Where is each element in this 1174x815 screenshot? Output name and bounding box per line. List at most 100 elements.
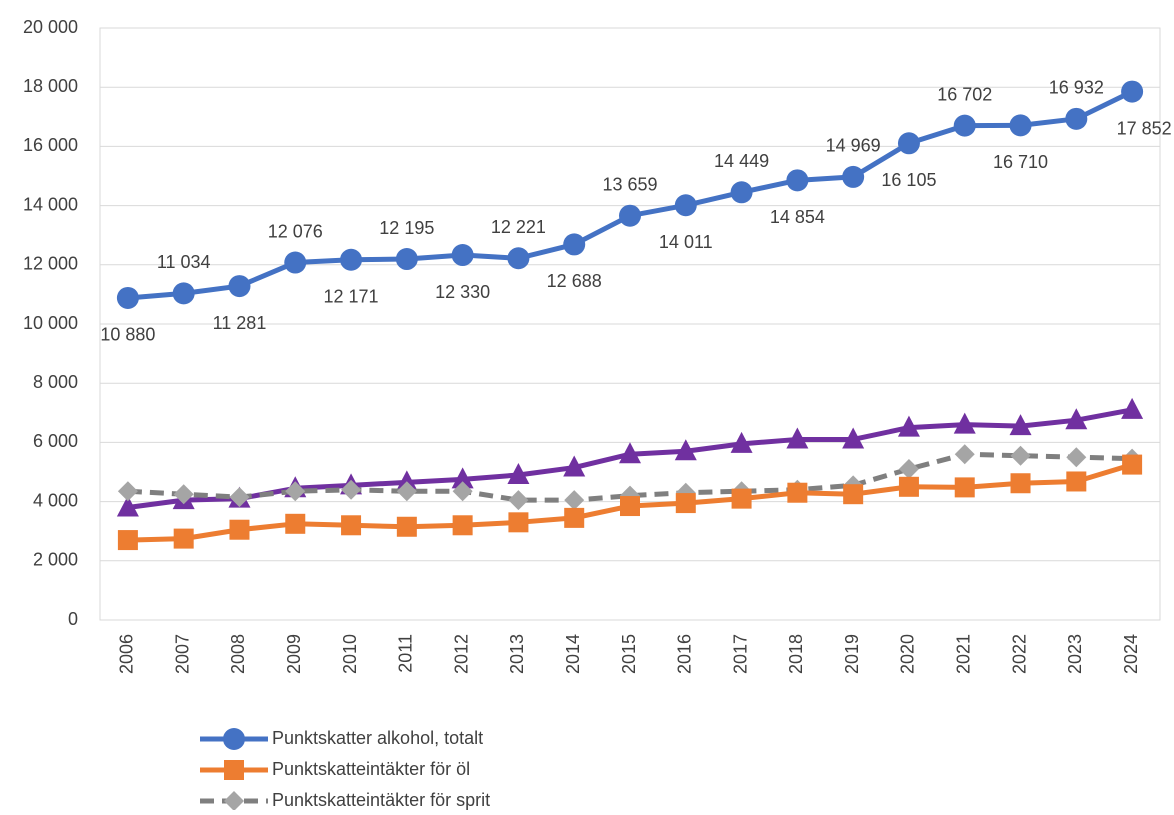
x-tick-label: 2015 [619,634,639,674]
data-point [229,487,250,508]
data-point [173,484,194,505]
legend-item: Punktskatteintäkter för öl [200,759,470,780]
x-tick-label: 2014 [563,634,583,674]
data-point [341,479,362,500]
data-point [508,512,529,533]
data-label: 14 011 [659,232,713,252]
x-tick-label: 2016 [675,634,695,674]
data-point [730,181,753,204]
data-point [508,490,529,511]
data-point [1010,445,1031,466]
x-tick-label: 2006 [117,634,137,674]
data-point [675,493,696,514]
data-label: 11 034 [157,252,211,272]
data-point [285,513,306,534]
data-point [843,484,864,505]
data-label: 14 854 [770,207,825,227]
data-point [730,431,753,453]
data-point [674,439,697,461]
y-tick-label: 0 [68,609,78,629]
legend-marker [224,760,244,780]
x-tick-label: 2023 [1065,634,1085,674]
data-point [341,515,362,536]
y-tick-label: 20 000 [23,17,78,37]
data-label: 13 659 [602,174,657,194]
data-label: 16 932 [1049,78,1104,98]
data-point [619,204,641,227]
data-point [897,415,920,437]
data-label: 10 880 [100,325,155,345]
data-point [674,194,697,217]
legend-label: Punktskatter alkohol, totalt [272,728,483,748]
data-point [842,427,865,449]
x-tick-label: 2011 [396,634,416,673]
y-tick-label: 16 000 [23,135,78,155]
data-point [619,442,641,464]
data-label: 12 171 [324,286,379,306]
data-point [116,286,139,309]
data-point [172,282,195,305]
data-label: 14 449 [714,151,769,171]
x-tick-label: 2018 [786,634,806,674]
data-point [395,248,418,271]
x-tick-label: 2019 [842,634,862,674]
data-point [117,481,138,502]
data-label: 12 195 [379,218,434,238]
data-point [897,132,920,155]
y-tick-label: 4 000 [33,490,78,510]
data-label: 16 710 [993,152,1048,172]
y-tick-label: 2 000 [33,550,78,570]
x-tick-label: 2012 [451,634,471,674]
data-label: 16 702 [937,84,992,104]
x-tick-label: 2009 [284,634,304,674]
y-tick-label: 10 000 [23,313,78,333]
data-point [229,519,250,540]
data-point [1009,114,1032,137]
data-point [898,459,919,480]
data-point [563,233,586,256]
data-label: 11 281 [213,313,267,333]
x-tick-label: 2021 [953,634,973,674]
data-point [507,247,530,270]
x-tick-label: 2024 [1121,634,1141,674]
data-point [842,165,865,188]
data-label: 16 105 [881,170,936,190]
data-point [395,470,418,492]
data-point [953,412,976,434]
data-point [173,528,194,549]
data-point [117,530,138,551]
data-label: 12 688 [547,271,602,291]
data-point [284,251,307,274]
series-line [127,89,1134,301]
data-point [1065,107,1088,130]
data-point [285,481,306,502]
x-tick-label: 2017 [730,634,750,674]
data-label: 14 969 [826,136,881,156]
x-tick-label: 2007 [172,634,192,674]
data-point [786,427,809,449]
y-tick-label: 8 000 [33,372,78,392]
data-point [1066,447,1087,468]
data-point [396,481,417,502]
data-label: 12 330 [435,282,490,302]
data-point [786,169,809,192]
legend-marker [224,791,244,811]
data-point [953,114,976,137]
y-tick-label: 12 000 [23,254,78,274]
y-tick-label: 18 000 [23,76,78,96]
legend-marker [223,728,245,750]
data-point [452,515,473,536]
data-point [1066,471,1087,492]
legend-item: Punktskatter alkohol, totalt [200,728,483,750]
data-point [507,462,530,484]
data-label: 12 076 [268,221,323,241]
data-point [954,444,975,465]
data-point [340,248,363,271]
data-label: 17 852 [1117,118,1172,138]
data-point [1121,397,1144,419]
data-point [452,481,473,502]
y-tick-label: 6 000 [33,431,78,451]
data-point [1121,80,1144,103]
data-point [898,476,919,497]
data-point [451,467,474,489]
